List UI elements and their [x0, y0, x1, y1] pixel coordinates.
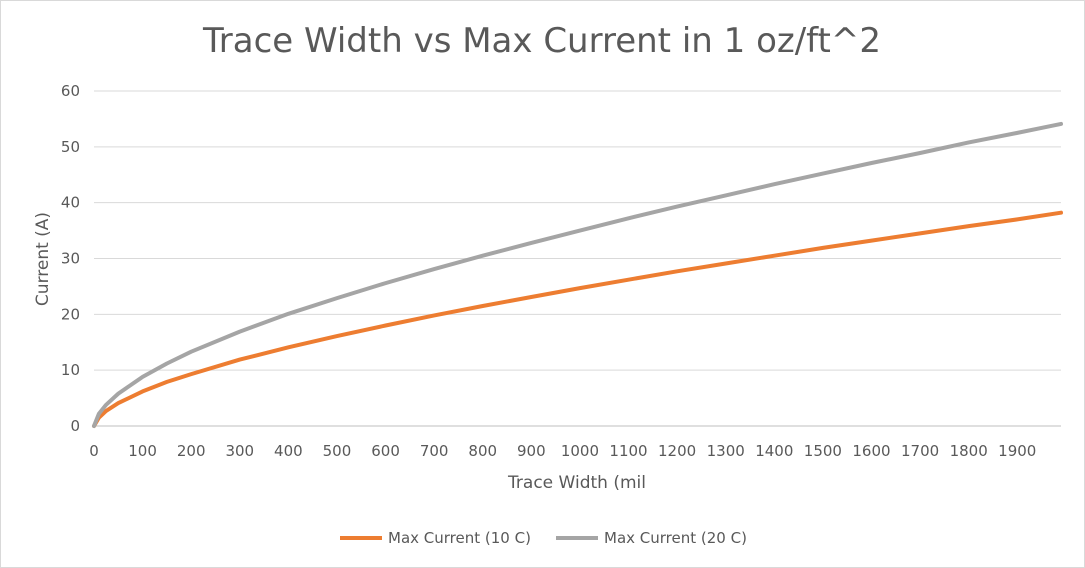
- x-tick-label: 400: [274, 442, 303, 460]
- x-tick-label: 1000: [561, 442, 599, 460]
- y-tick-label: 20: [61, 305, 80, 323]
- x-tick-label: 300: [225, 442, 254, 460]
- y-tick-label: 30: [61, 250, 80, 268]
- y-tick-label: 50: [61, 138, 80, 156]
- gridlines: [94, 90, 1061, 371]
- x-tick-label: 700: [420, 442, 449, 460]
- x-tick-label: 1700: [901, 442, 939, 460]
- y-tick-label: 10: [61, 361, 80, 379]
- series-line-20c: [92, 121, 1063, 428]
- x-tick-label: 200: [177, 442, 206, 460]
- x-tick-label: 1900: [998, 442, 1036, 460]
- legend: Max Current (10 C) Max Current (20 C): [340, 529, 747, 547]
- chart-title: Trace Width vs Max Current in 1 oz/ft^2: [202, 21, 881, 61]
- x-tick-label: 1800: [950, 442, 988, 460]
- x-tick-label: 600: [371, 442, 400, 460]
- legend-label: Max Current (10 C): [388, 529, 531, 547]
- x-tick-label: 500: [323, 442, 352, 460]
- x-tick-label: 1200: [658, 442, 696, 460]
- y-tick-label: 0: [70, 417, 80, 435]
- x-tick-label: 1400: [755, 442, 793, 460]
- x-tick-label: 1100: [609, 442, 647, 460]
- y-tick-label: 60: [61, 82, 80, 100]
- x-tick-label: 1500: [804, 442, 842, 460]
- x-tick-label: 1300: [707, 442, 745, 460]
- y-tick-label: 40: [61, 194, 80, 212]
- series-line-10c: [92, 210, 1063, 428]
- x-tick-label: 1600: [852, 442, 890, 460]
- y-axis-title: Current (A): [33, 212, 53, 306]
- series-lines: [92, 121, 1063, 428]
- legend-label: Max Current (20 C): [604, 529, 747, 547]
- x-tick-label: 800: [468, 442, 497, 460]
- x-tick-label: 900: [517, 442, 546, 460]
- x-tick-labels: 0 100 200 300 400 500 600 700 800 900 1000 1100 1200…: [89, 442, 1036, 460]
- y-tick-labels: 0 10 20 30 40 50 60: [61, 82, 80, 435]
- x-tick-label: 0: [89, 442, 99, 460]
- x-axis-title: Trace Width (mil: [507, 473, 646, 493]
- x-tick-label: 100: [128, 442, 157, 460]
